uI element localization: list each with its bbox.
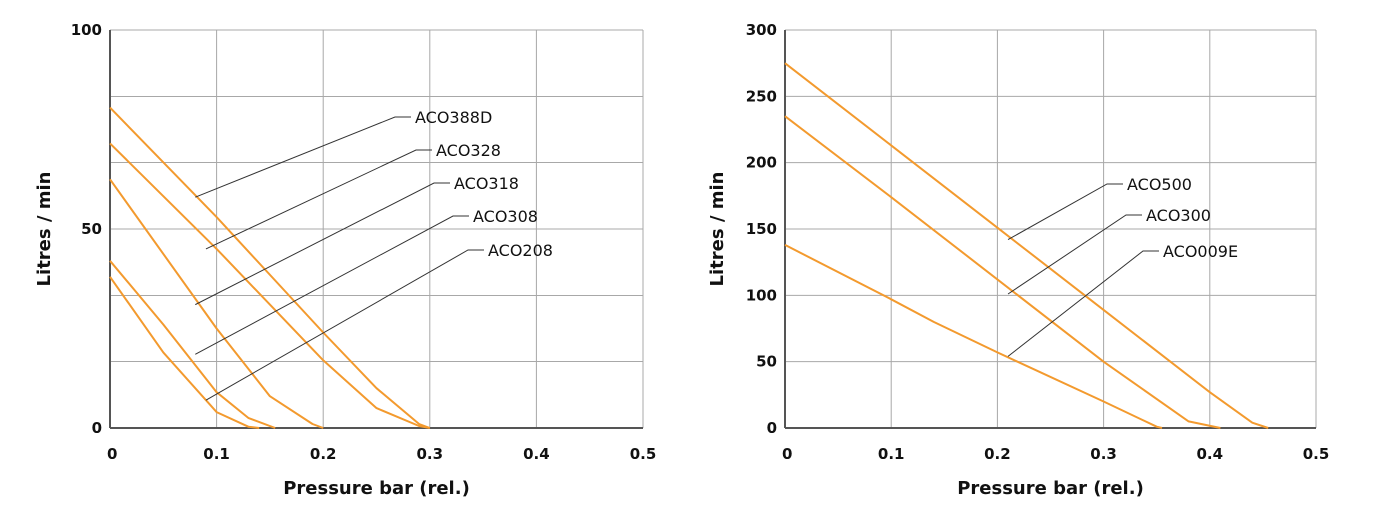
legend-label-aco388d: ACO388D (415, 108, 492, 127)
legend-leader-aco328 (205, 149, 432, 250)
legend-label-aco318: ACO318 (454, 174, 519, 193)
series-line-aco009e (784, 244, 1163, 429)
legend-label-aco300: ACO300 (1146, 206, 1211, 225)
y-tick-label: 0 (767, 419, 777, 437)
legend-label-aco009e: ACO009E (1163, 242, 1238, 261)
legend-leader-aco208 (205, 249, 484, 401)
series-line-aco308 (109, 260, 276, 429)
x-tick-label: 0.1 (203, 445, 230, 463)
x-tick-label: 0.2 (984, 445, 1011, 463)
x-tick-label: 0.3 (1090, 445, 1117, 463)
series-line-aco300 (784, 115, 1221, 429)
x-tick-label: 0.5 (1303, 445, 1330, 463)
x-tick-label: 0.5 (630, 445, 657, 463)
legend-label-aco500: ACO500 (1127, 175, 1192, 194)
y-tick-label: 0 (92, 419, 102, 437)
legend-leader-aco308 (195, 215, 469, 355)
x-tick-label: 0.3 (417, 445, 444, 463)
x-axis-label: Pressure bar (rel.) (283, 478, 470, 499)
y-tick-label: 300 (746, 21, 777, 39)
x-tick-label: 0 (782, 445, 792, 463)
y-tick-label: 50 (81, 220, 102, 238)
x-axis-label: Pressure bar (rel.) (957, 478, 1144, 499)
x-tick-label: 0.4 (523, 445, 550, 463)
x-tick-label: 0.2 (310, 445, 337, 463)
x-tick-label: 0 (107, 445, 117, 463)
legend-label-aco328: ACO328 (436, 141, 501, 160)
chart-1: 0 0.1 0.2 0.3 0.4 0.5 0 50 100 Pressure bar (rel.… (34, 21, 656, 499)
y-tick-label: 100 (746, 286, 777, 304)
series-line-aco318 (109, 178, 324, 429)
legend-label-aco308: ACO308 (473, 207, 538, 226)
legend-leader-aco388d (195, 116, 411, 198)
series-line-aco328 (109, 142, 430, 429)
legend-leader-aco318 (195, 182, 450, 306)
series-line-aco500 (784, 62, 1269, 429)
legend-leader-aco300 (1007, 214, 1142, 295)
y-tick-label: 250 (746, 87, 777, 105)
y-tick-label: 100 (71, 21, 102, 39)
series-line-aco388d (109, 106, 431, 429)
x-tick-label: 0.1 (878, 445, 905, 463)
y-axis-label: Litres / min (34, 172, 55, 287)
legend-label-aco208: ACO208 (488, 241, 553, 260)
y-axis-label: Litres / min (707, 172, 728, 287)
y-tick-label: 200 (746, 154, 777, 172)
legend-leader-aco500 (1007, 183, 1123, 241)
legend-leader-aco009e (1007, 250, 1159, 357)
series-line-aco208 (109, 276, 260, 429)
y-tick-label: 150 (746, 220, 777, 238)
y-tick-label: 50 (756, 353, 777, 371)
x-tick-label: 0.4 (1197, 445, 1224, 463)
chart-2: 0 0.1 0.2 0.3 0.4 0.5 0 50 100 150 200 250 300 Pressu… (707, 21, 1329, 499)
